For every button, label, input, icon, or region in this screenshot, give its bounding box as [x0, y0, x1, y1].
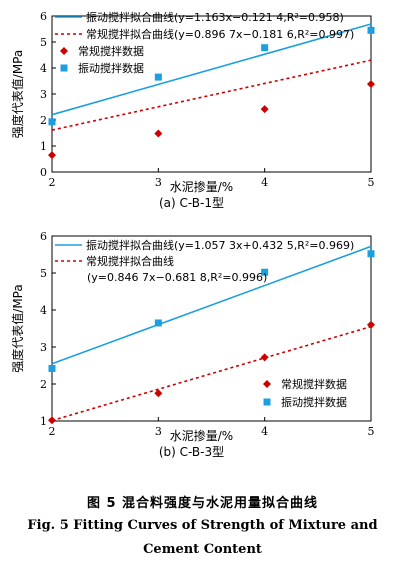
- chart2-y-axis-label: 强度代表值/MPa: [10, 284, 25, 372]
- chart2-x-tick-label: 2: [49, 425, 56, 438]
- chart2-y-tick-label: 6: [40, 230, 47, 243]
- chart1-legend-label: 振动搅拌拟合曲线(y=1.163x−0.121 4,R²=0.958): [86, 10, 344, 24]
- chart1-legend-label: 振动搅拌数据: [78, 61, 144, 75]
- chart1-y-tick-label: 0: [40, 166, 47, 179]
- chart2-vibratory-mix-point: [154, 319, 162, 327]
- chart2-vibratory-mix-point: [367, 250, 375, 258]
- chart2-regular-mix-point: [260, 353, 269, 362]
- chart2-subtitle: (b) C-B-3型: [159, 445, 224, 459]
- chart2-x-tick-label: 4: [261, 425, 268, 438]
- chart2-fit-line-1: [51, 245, 372, 365]
- chart2-x-axis-label: 水泥掺量/%: [170, 428, 233, 443]
- chart1-legend-square-marker: [60, 64, 68, 72]
- chart1-vibratory-mix-point: [48, 118, 56, 126]
- chart1-subtitle: (a) C-B-1型: [159, 196, 224, 210]
- chart2-legend-label-line2: (y=0.846 7x−0.681 8,R²=0.996): [87, 271, 267, 284]
- chart1-regular-mix-point: [367, 80, 375, 89]
- chart1-y-tick-label: 5: [40, 36, 47, 49]
- chart2-regular-mix-point: [154, 389, 163, 398]
- chart2-vibratory-mix-point: [261, 268, 269, 276]
- chart1-vibratory-mix-point: [154, 73, 162, 81]
- chart2-legend-square-marker: [263, 398, 271, 406]
- chart1-legend-label: 常规搅拌数据: [78, 44, 144, 58]
- chart2-x-tick-label: 3: [155, 425, 162, 438]
- chart2-legend-label: 振动搅拌数据: [281, 395, 347, 409]
- chart1-x-tick-label: 4: [261, 176, 268, 189]
- chart1-y-tick-label: 4: [40, 62, 47, 75]
- chart2-legend-diamond-marker: [263, 380, 271, 388]
- chart2-y-tick-label: 5: [40, 267, 47, 280]
- chart2-vibratory-mix-point: [48, 364, 56, 372]
- chart1-legend-diamond-marker: [60, 47, 68, 55]
- chart2-legend-label: 常规搅拌数据: [281, 377, 347, 391]
- chart2-regular-mix-point: [48, 416, 56, 425]
- chart1-vibratory-mix-point: [367, 26, 375, 34]
- chart2-y-tick-label: 4: [40, 304, 47, 317]
- chart1-y-tick-label: 6: [40, 10, 47, 23]
- chart1-regular-mix-point: [154, 129, 163, 138]
- chart1-regular-mix-point: [260, 105, 269, 114]
- figure-caption-en-line1: Fig. 5 Fitting Curves of Strength of Mix…: [27, 518, 378, 533]
- chart1-y-axis-label: 强度代表值/MPa: [10, 50, 25, 138]
- chart1-y-tick-label: 1: [40, 140, 47, 153]
- chart1-x-tick-label: 5: [368, 176, 375, 189]
- chart2-legend-label: 常规搅拌拟合曲线: [86, 254, 174, 268]
- chart2-regular-mix-point: [367, 320, 375, 329]
- chart2-fit-line-2: [51, 325, 372, 422]
- chart1-vibratory-mix-point: [261, 44, 269, 52]
- figure-caption-en-line2: Cement Content: [143, 542, 262, 557]
- chart1-regular-mix-point: [48, 151, 56, 160]
- chart1-y-tick-label: 3: [40, 88, 47, 101]
- chart1-x-tick-label: 2: [49, 176, 56, 189]
- chart2-legend-label: 振动搅拌拟合曲线(y=1.057 3x+0.432 5,R²=0.969): [86, 238, 354, 252]
- chart1-x-tick-label: 3: [155, 176, 162, 189]
- chart2-y-tick-label: 1: [40, 415, 47, 428]
- chart1-y-tick-label: 2: [40, 114, 47, 127]
- chart2-y-tick-label: 2: [40, 378, 47, 391]
- figure-caption-cn: 图 5 混合料强度与水泥用量拟合曲线: [86, 496, 319, 511]
- chart1-fit-line-2: [51, 59, 372, 131]
- chart1-fit-line-1: [51, 23, 372, 116]
- chart2-y-tick-label: 3: [40, 341, 47, 354]
- chart2-x-tick-label: 5: [368, 425, 375, 438]
- chart1-legend-label: 常规搅拌拟合曲线(y=0.896 7x−0.181 6,R²=0.997): [86, 27, 354, 41]
- chart1-x-axis-label: 水泥掺量/%: [170, 179, 233, 194]
